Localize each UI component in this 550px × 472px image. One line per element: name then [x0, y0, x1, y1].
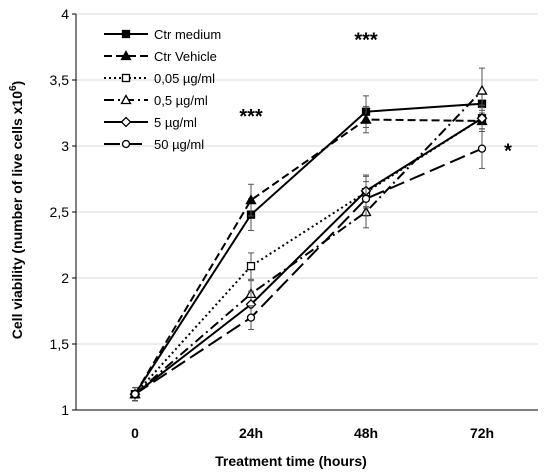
legend-marker — [120, 94, 132, 105]
y-tick-label: 2 — [61, 270, 69, 286]
data-point — [246, 313, 256, 322]
y-tick-label: 2,5 — [50, 204, 70, 220]
data-point — [130, 390, 140, 399]
y-tick-label: 3 — [61, 138, 69, 154]
series-6 — [130, 128, 487, 402]
legend-item: 0,5 µg/ml — [104, 93, 208, 108]
legend-item: Ctr medium — [104, 27, 221, 42]
y-tick-label: 1 — [61, 402, 69, 418]
y-axis-title: Cell viability (number of live cells x10… — [8, 81, 25, 339]
data-point — [361, 194, 371, 203]
data-point — [246, 261, 256, 271]
series-line — [134, 118, 483, 395]
significance-annotation: *** — [354, 29, 378, 51]
grid-layer — [76, 13, 538, 345]
legend-label: 0,05 µg/ml — [154, 71, 215, 86]
legend-marker — [120, 50, 132, 61]
x-tick-label: 48h — [354, 425, 378, 441]
series-line — [134, 117, 483, 395]
data-point — [360, 113, 372, 124]
series-line — [134, 102, 483, 395]
legend-item: 5 µg/ml — [104, 115, 197, 130]
x-tick-label: 72h — [470, 425, 494, 441]
data-point — [245, 194, 257, 205]
legend-marker — [121, 73, 131, 83]
legend-marker — [120, 116, 132, 128]
legend-label: 0,5 µg/ml — [154, 93, 208, 108]
axes-layer: 1 1,5 2 2,5 3 3,5 4 0 24h 48h 72h — [50, 6, 538, 441]
y-tick-label: 4 — [61, 6, 69, 22]
annotation-layer: ******* — [239, 29, 512, 162]
legend-label: Ctr Vehicle — [154, 49, 217, 64]
data-point — [477, 144, 487, 153]
significance-annotation: * — [504, 140, 512, 162]
legend-item: 50 µg/ml — [104, 137, 204, 152]
legend-label: Ctr medium — [154, 27, 221, 42]
data-point — [476, 84, 488, 95]
legend-marker — [121, 29, 131, 39]
x-tick-label: 0 — [131, 425, 139, 441]
significance-annotation: *** — [239, 106, 263, 128]
legend-item: Ctr Vehicle — [104, 49, 217, 64]
series-layer — [129, 67, 488, 402]
x-tick-label: 24h — [239, 425, 263, 441]
legend: Ctr medium Ctr Vehicle 0,05 µg/ml 0,5 µg/ml… — [104, 27, 221, 152]
y-axis-title-close: ) — [9, 81, 25, 86]
y-tick-label: 3,5 — [50, 72, 70, 88]
y-axis-title-sup: 6 — [8, 85, 19, 91]
legend-item: 0,05 µg/ml — [104, 71, 215, 86]
legend-label: 50 µg/ml — [154, 137, 204, 152]
legend-label: 5 µg/ml — [154, 115, 197, 130]
series-line — [134, 89, 483, 395]
data-point — [476, 112, 488, 124]
x-axis-title: Treatment time (hours) — [215, 453, 367, 469]
series-line — [134, 147, 483, 395]
y-axis-title-main: Cell viability (number of live cells x10 — [9, 91, 25, 339]
y-tick-label: 1,5 — [50, 336, 70, 352]
series-line — [134, 117, 483, 395]
legend-marker — [121, 139, 131, 149]
